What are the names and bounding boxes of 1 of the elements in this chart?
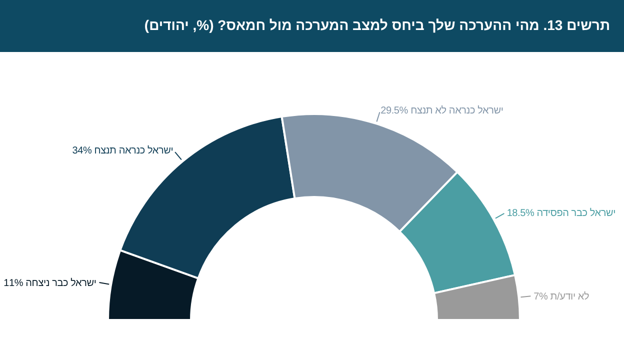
- title: תרשים 13. מהי ההערכה שלך ביחס למצב המערכה מול חמאס? (%, יהודים): [144, 17, 610, 33]
